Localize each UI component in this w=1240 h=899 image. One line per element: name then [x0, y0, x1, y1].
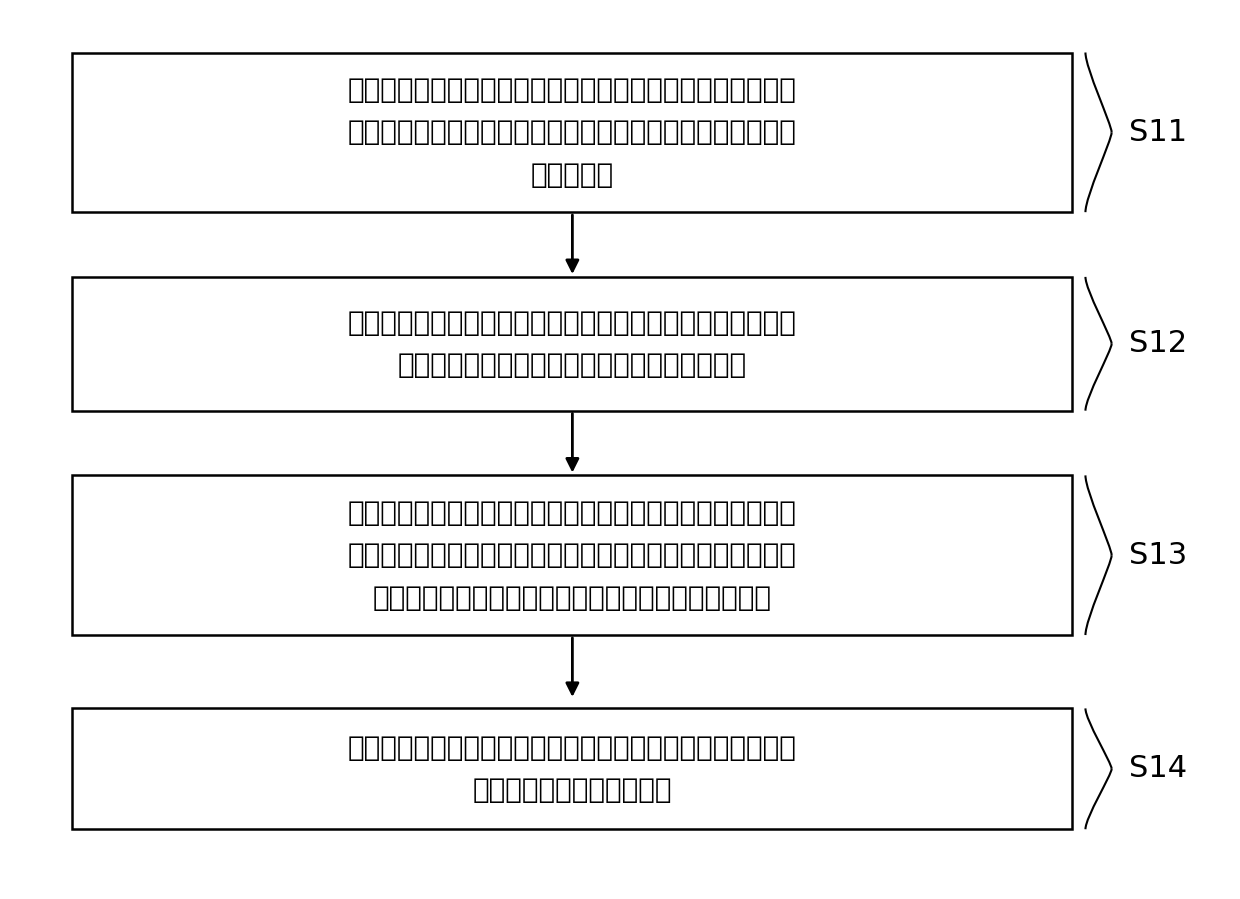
Text: 基于所述重建焊缝形貌以及所述目标焊缝形貌，对所述目标焊
接部位的焊缝形貌进行监控: 基于所述重建焊缝形貌以及所述目标焊缝形貌，对所述目标焊 接部位的焊缝形貌进行监控	[348, 734, 797, 804]
FancyBboxPatch shape	[72, 52, 1073, 212]
Text: 基于所述焊缝图像，以及与所述焊缝图像中每个像素对应的温
度信息，确定所述目标焊接部位的重建焊缝形貌: 基于所述焊缝图像，以及与所述焊缝图像中每个像素对应的温 度信息，确定所述目标焊接…	[348, 308, 797, 378]
Text: S13: S13	[1130, 540, 1188, 570]
Text: S11: S11	[1130, 118, 1188, 147]
Text: S12: S12	[1130, 329, 1188, 359]
FancyBboxPatch shape	[72, 476, 1073, 635]
Text: S14: S14	[1130, 754, 1188, 783]
FancyBboxPatch shape	[72, 708, 1073, 829]
FancyBboxPatch shape	[72, 277, 1073, 411]
Text: 在根据目标工艺参数对目标焊接部位进行焊接时，获取焊接过
程中采集到的焊缝图像，以及与所述焊缝图像中每个像素对应
的温度信息: 在根据目标工艺参数对目标焊接部位进行焊接时，获取焊接过 程中采集到的焊缝图像，以…	[348, 76, 797, 189]
Text: 基于所述目标工艺参数，在预设的焊缝形貌数据库中确定出与
所述目标工艺参数对应的目标焊缝形貌，其中，所述预设的焊
缝形貌数据库中存储有工艺参数与焊缝形貌的对应关系: 基于所述目标工艺参数，在预设的焊缝形貌数据库中确定出与 所述目标工艺参数对应的目…	[348, 499, 797, 611]
